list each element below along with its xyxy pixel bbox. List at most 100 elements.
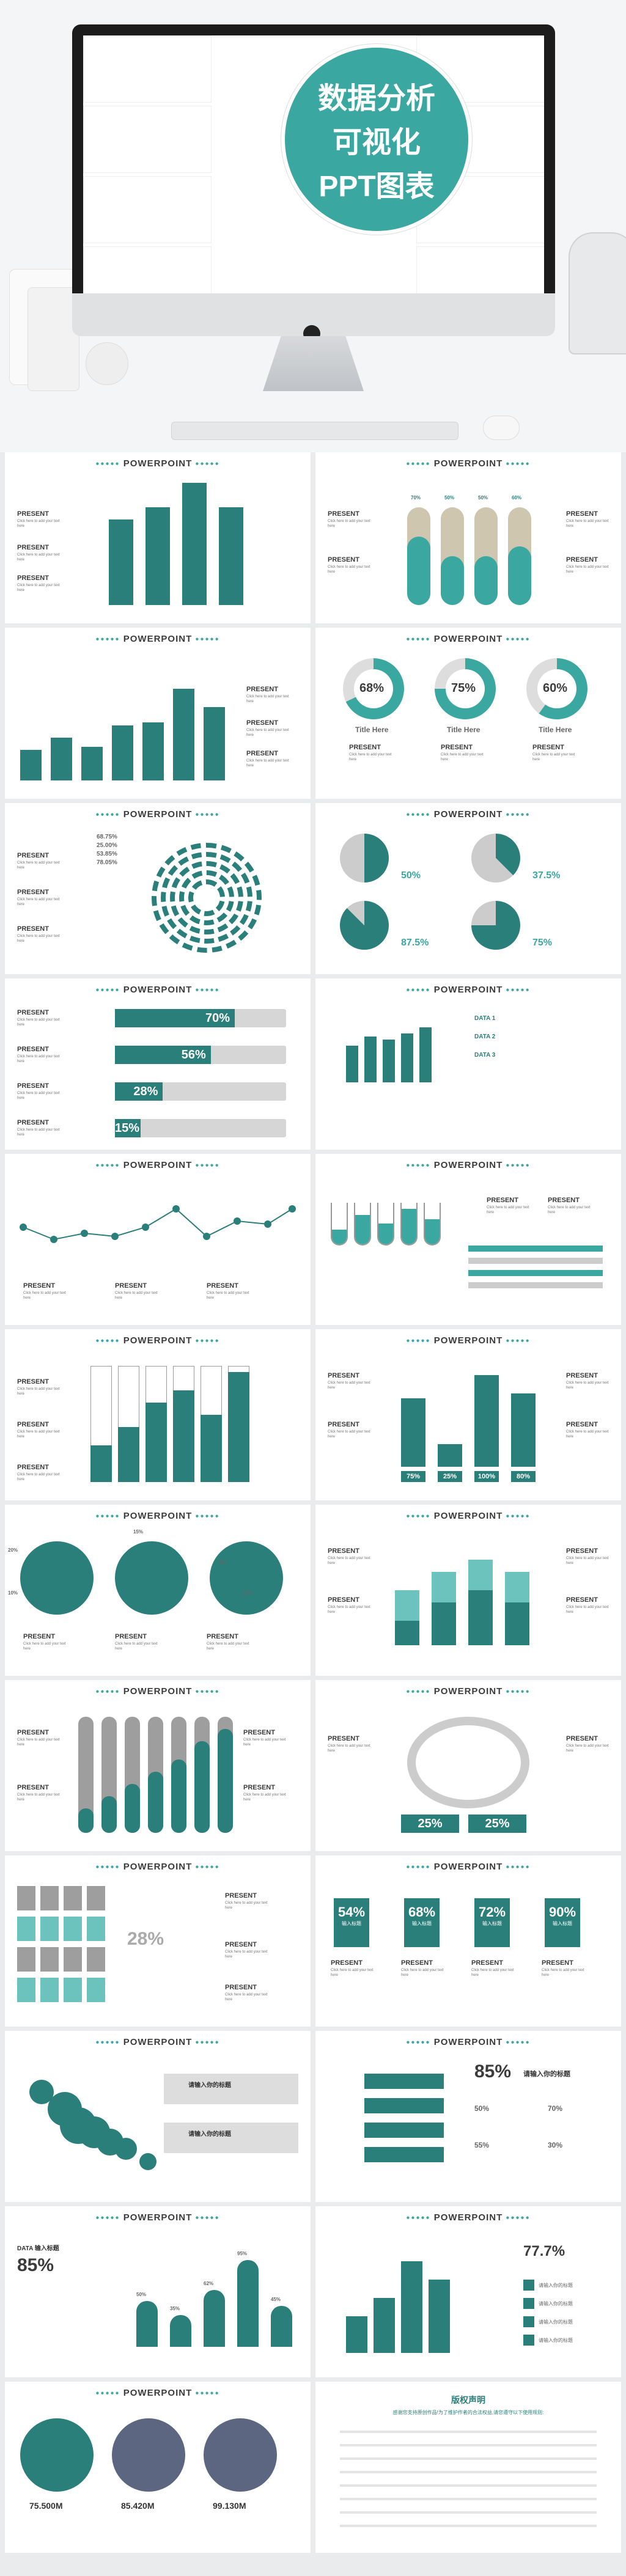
present-block: PRESENT Click here to add your text here bbox=[115, 1633, 158, 1651]
chart-bar bbox=[374, 2298, 395, 2353]
slide-header: ●●●●● POWERPOINT ●●●●● bbox=[315, 1511, 621, 1521]
present-desc: Click here to add your text here bbox=[566, 565, 609, 574]
capsule-fill bbox=[218, 1729, 233, 1833]
block bbox=[87, 1917, 105, 1941]
block bbox=[40, 1886, 59, 1910]
slide-title: POWERPOINT bbox=[123, 2037, 193, 2047]
present-desc: Click here to add your text here bbox=[566, 1744, 609, 1753]
capsule-fill bbox=[78, 1808, 94, 1833]
dots-decor: ●●●●● bbox=[195, 1513, 220, 1520]
chart-bar bbox=[109, 519, 133, 605]
tag-box bbox=[164, 2123, 298, 2153]
dots-decor: ●●●●● bbox=[95, 636, 120, 643]
slide: ●●●●● POWERPOINT ●●●●● 85% 请输入你的标题 50% 70% 55… bbox=[315, 2031, 621, 2202]
slide: ●●●●● POWERPOINT ●●●●● PRESENT Click here … bbox=[315, 1505, 621, 1676]
pie-label: 8% bbox=[219, 1560, 226, 1565]
present-desc: Click here to add your text here bbox=[17, 1092, 60, 1100]
tag-label: DATA 3 bbox=[474, 1052, 496, 1059]
present-block: PRESENT Click here to add your text here bbox=[349, 744, 392, 762]
present-desc: Click here to add your text here bbox=[566, 1605, 609, 1614]
block bbox=[40, 1978, 59, 2002]
present-desc: Click here to add your text here bbox=[328, 1381, 370, 1390]
slide: ●●●●● POWERPOINT ●●●●● DATA 输入标题 85% 50% 35%… bbox=[5, 2206, 311, 2377]
present-block: PRESENT Click here to add your text here bbox=[328, 556, 370, 574]
block bbox=[64, 1978, 82, 2002]
sub-title: 请输入你的标题 bbox=[523, 2071, 570, 2078]
chart-bar bbox=[346, 1046, 358, 1082]
bar-label: 95% bbox=[237, 2250, 248, 2256]
slide-header: ●●●●● POWERPOINT ●●●●● bbox=[5, 458, 311, 469]
present-desc: Click here to add your text here bbox=[246, 728, 289, 737]
dots-decor: ●●●●● bbox=[506, 2214, 531, 2222]
text-line bbox=[340, 2484, 597, 2487]
chart-bar bbox=[204, 2290, 225, 2347]
copyright-subtitle: 感谢您支持原创作品!为了维护作者的合法权益,请您遵守以下使用规则: bbox=[392, 2410, 544, 2415]
chart-bar bbox=[468, 1590, 493, 1645]
text-line bbox=[340, 2431, 597, 2433]
present-desc: Click here to add your text here bbox=[532, 753, 575, 761]
pct-badge: 75% bbox=[401, 1471, 425, 1482]
slide-title: POWERPOINT bbox=[123, 458, 193, 469]
present-block: PRESENT Click here to add your text here bbox=[471, 1959, 514, 1978]
slide-title: POWERPOINT bbox=[123, 2212, 193, 2223]
present-block: PRESENT Click here to add your text here bbox=[566, 1547, 609, 1566]
present-block: PRESENT Click here to add your text here bbox=[566, 1421, 609, 1439]
slide-title: POWERPOINT bbox=[433, 634, 503, 644]
present-title: PRESENT bbox=[328, 510, 359, 518]
block bbox=[64, 1917, 82, 1941]
chart-bar bbox=[438, 1444, 462, 1467]
present-block: PRESENT Click here to add your text here bbox=[17, 889, 60, 907]
slide-title: POWERPOINT bbox=[123, 1160, 193, 1170]
chart-bar bbox=[346, 2316, 367, 2353]
present-desc: Click here to add your text here bbox=[17, 1430, 60, 1439]
dots-decor: ●●●●● bbox=[95, 460, 120, 468]
chart-bar bbox=[145, 1403, 167, 1482]
present-desc: Click here to add your text here bbox=[441, 753, 484, 761]
present-desc: Click here to add your text here bbox=[207, 1291, 249, 1300]
present-block: PRESENT Click here to add your text here bbox=[17, 1119, 60, 1137]
slide: ●●●●● POWERPOINT ●●●●● PRESENT Click here … bbox=[5, 628, 311, 799]
pie-label: 50% bbox=[401, 870, 421, 881]
pie-chart bbox=[115, 1541, 188, 1615]
present-block: PRESENT Click here to add your text here bbox=[566, 1735, 609, 1753]
slide-title: POWERPOINT bbox=[433, 1335, 503, 1346]
stripe-bar bbox=[468, 1270, 603, 1276]
slide-header: ●●●●● POWERPOINT ●●●●● bbox=[5, 985, 311, 995]
slide-header: ●●●●● POWERPOINT ●●●●● bbox=[315, 985, 621, 995]
present-desc: Click here to add your text here bbox=[23, 1291, 66, 1300]
slide-title: POWERPOINT bbox=[123, 1686, 193, 1697]
bar-label: 35% bbox=[170, 2305, 180, 2311]
test-tube bbox=[354, 1203, 371, 1246]
item-bullet bbox=[523, 2316, 534, 2327]
slide-header: ●●●●● POWERPOINT ●●●●● bbox=[5, 2212, 311, 2223]
stat-value: 54% bbox=[337, 1904, 366, 1920]
pct-badge: 25% bbox=[468, 1815, 526, 1833]
present-block: PRESENT Click here to add your text here bbox=[246, 719, 289, 738]
hero-title-line: 数据分析 bbox=[317, 83, 435, 115]
dots-decor: ●●●●● bbox=[406, 986, 431, 994]
present-block: PRESENT Click here to add your text here bbox=[246, 750, 289, 768]
stat-square: 72% 输入标题 bbox=[474, 1898, 510, 1947]
progress-fill: 15% bbox=[115, 1119, 141, 1137]
present-block: PRESENT Click here to add your text here bbox=[532, 744, 575, 762]
dots-decor: ●●●●● bbox=[95, 1162, 120, 1169]
block bbox=[17, 1917, 35, 1941]
present-title: PRESENT bbox=[566, 510, 598, 518]
donut-label: 68% bbox=[359, 681, 385, 695]
present-title: PRESENT bbox=[23, 1282, 55, 1290]
big-pct: 77.7% bbox=[523, 2243, 565, 2259]
capsule-fill bbox=[101, 1796, 117, 1833]
slide: ●●●●● POWERPOINT ●●●●● PRESENT Click here … bbox=[5, 1680, 311, 1851]
chart-bar bbox=[401, 1033, 413, 1082]
dots-decor: ●●●●● bbox=[406, 1337, 431, 1345]
pie-chart bbox=[340, 901, 389, 950]
donut-chart bbox=[526, 658, 587, 719]
present-desc: Click here to add your text here bbox=[17, 584, 60, 592]
dots-decor: ●●●●● bbox=[195, 1162, 220, 1169]
present-block: PRESENT Click here to add your text here bbox=[225, 1984, 268, 2002]
present-title: PRESENT bbox=[207, 1633, 238, 1640]
present-title: PRESENT bbox=[17, 1464, 49, 1471]
small-pct: 50% bbox=[474, 2104, 490, 2113]
dots-decor: ●●●●● bbox=[195, 811, 220, 818]
block bbox=[64, 1947, 82, 1972]
